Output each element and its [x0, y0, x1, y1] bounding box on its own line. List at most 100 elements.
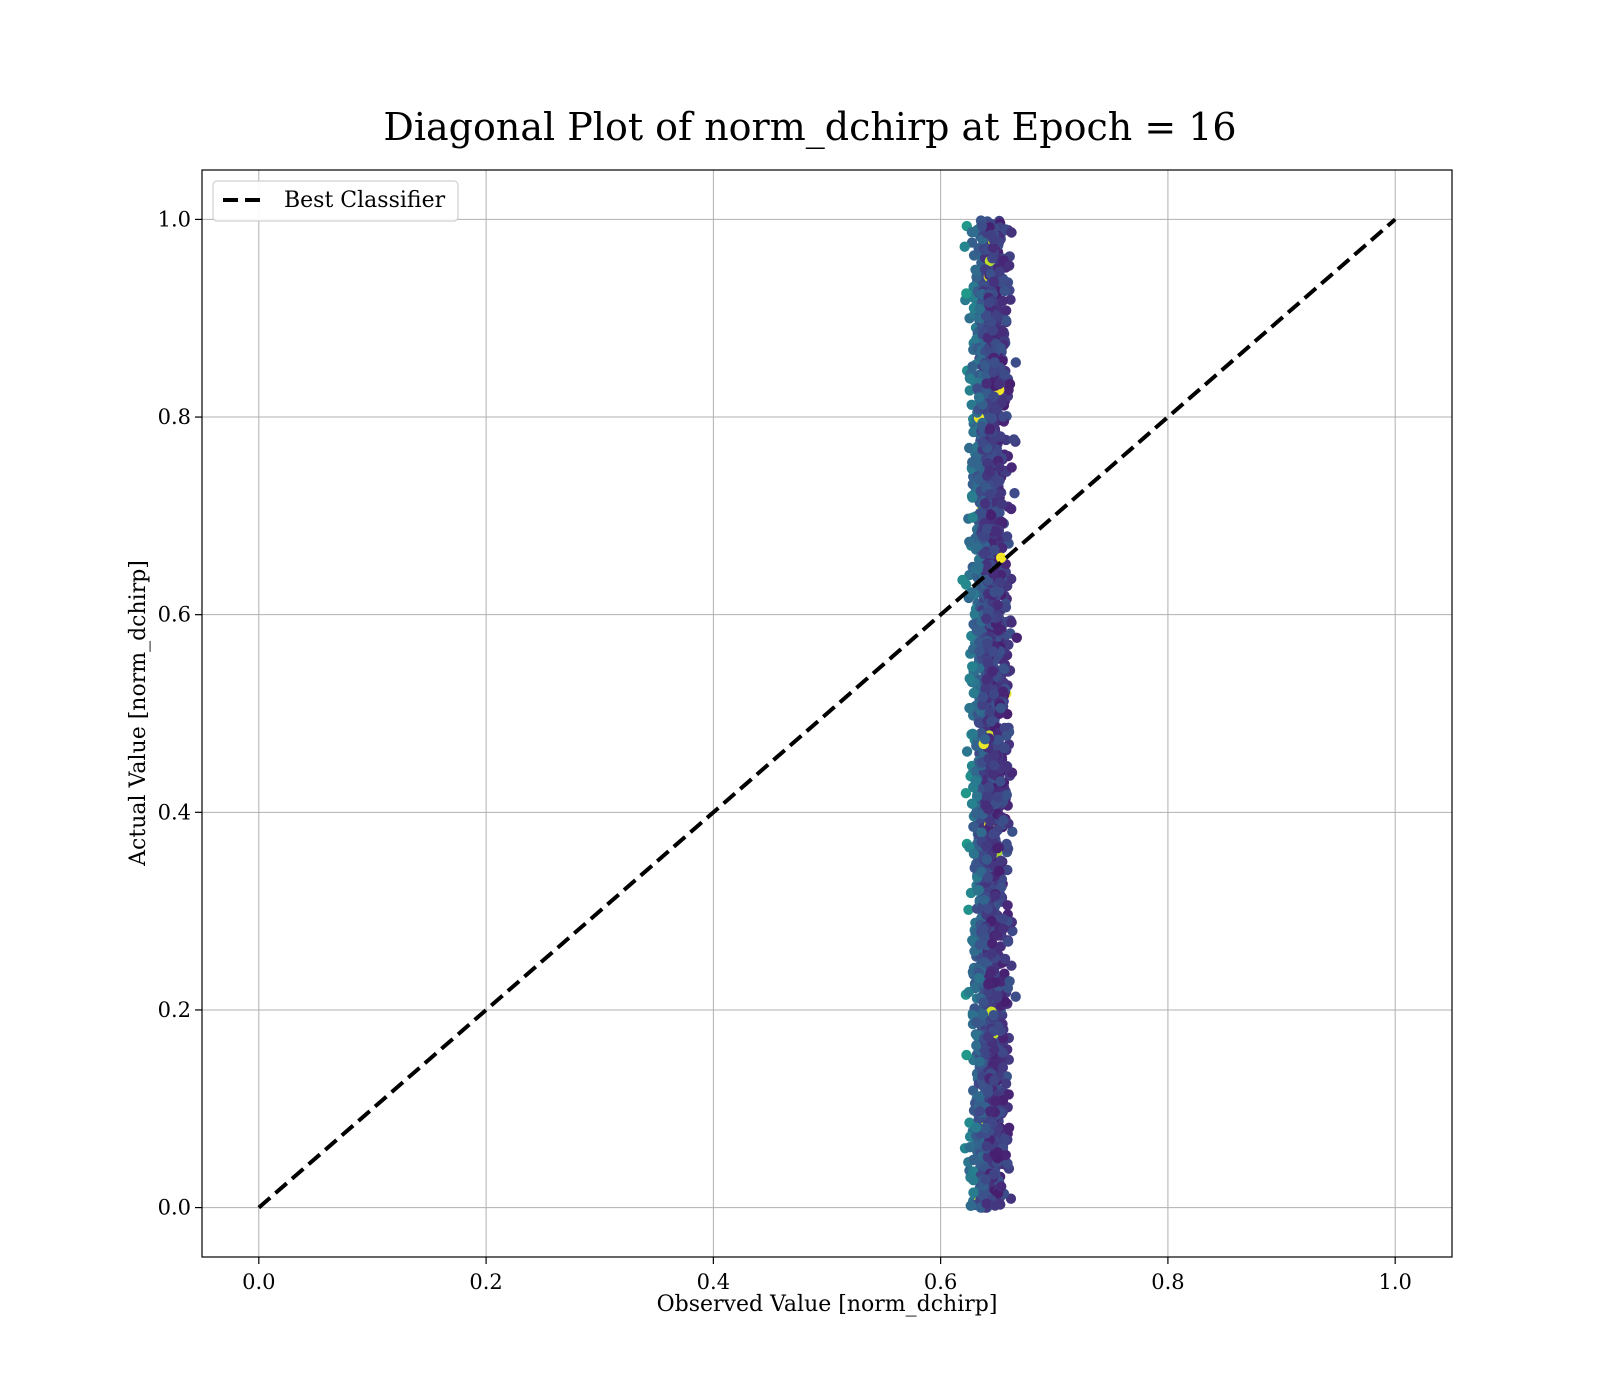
scatter-point	[982, 903, 994, 914]
scatter-point	[963, 986, 975, 998]
scatter-point	[981, 1198, 992, 1210]
scatter-point	[1001, 531, 1013, 542]
scatter-point	[1000, 315, 1012, 326]
y-tick-label: 0.8	[158, 405, 191, 429]
scatter-point	[971, 265, 983, 277]
scatter-point	[979, 894, 990, 906]
scatter-point	[981, 378, 992, 389]
scatter-point	[1002, 900, 1013, 911]
scatter-point	[967, 935, 978, 946]
scatter-point	[987, 242, 999, 253]
scatter-point	[967, 492, 978, 503]
scatter-point	[973, 473, 984, 484]
scatter-point	[995, 431, 1006, 442]
scatter-point	[967, 661, 978, 672]
scatter-point	[977, 437, 988, 448]
scatter-point	[1011, 632, 1022, 643]
chart-title: Diagonal Plot of norm_dchirp at Epoch = …	[383, 105, 1236, 150]
scatter-point	[972, 885, 983, 896]
scatter-point	[964, 1142, 976, 1153]
scatter-point	[996, 326, 1007, 337]
scatter-point	[985, 229, 996, 241]
scatter-point	[1003, 1122, 1015, 1134]
scatter-point	[961, 746, 973, 757]
scatter-point	[999, 742, 1010, 754]
scatter-point	[970, 775, 981, 787]
scatter-point	[992, 734, 1003, 745]
legend-label-best-classifier: Best Classifier	[284, 188, 446, 213]
scatter-point	[990, 1149, 1001, 1160]
scatter-point	[995, 941, 1006, 952]
scatter-point	[976, 827, 987, 838]
scatter-point	[1006, 617, 1017, 628]
scatter-point	[1006, 503, 1017, 515]
scatter-point	[986, 413, 998, 424]
scatter-point	[987, 768, 999, 780]
x-tick-label: 0.0	[242, 1270, 275, 1294]
scatter-point	[995, 776, 1006, 787]
y-tick-label: 0.4	[158, 800, 191, 824]
scatter-point	[974, 939, 986, 950]
scatter-point	[987, 325, 999, 336]
scatter-point	[977, 691, 989, 703]
scatter-point	[996, 881, 1007, 893]
scatter-point	[981, 523, 993, 535]
scatter-point	[1000, 305, 1012, 316]
scatter-point	[996, 277, 1007, 288]
scatter-point	[983, 1031, 994, 1043]
scatter-point	[971, 541, 982, 553]
scatter-point	[982, 457, 993, 469]
scatter-point	[967, 361, 978, 372]
scatter-point	[981, 559, 992, 570]
scatter-point	[992, 599, 1003, 611]
scatter-point	[988, 366, 999, 378]
x-tick-label: 0.8	[1151, 1270, 1184, 1294]
scatter-point	[997, 411, 1009, 422]
scatter-point	[981, 791, 993, 802]
scatter-point	[981, 854, 993, 865]
scatter-point	[985, 1106, 996, 1117]
scatter-point	[990, 890, 1001, 901]
scatter-point	[994, 577, 1006, 588]
scatter-point	[999, 722, 1010, 734]
legend-box	[212, 180, 459, 222]
scatter-point	[999, 996, 1011, 1007]
scatter-point	[966, 798, 978, 809]
scatter-point	[967, 728, 978, 739]
x-axis-ticks: 0.0 0.2 0.4 0.6 0.8 1.0	[242, 1257, 1412, 1294]
scatter-point	[971, 1016, 982, 1028]
scatter-point	[979, 734, 991, 745]
scatter-point	[983, 987, 994, 998]
scatter-point	[979, 360, 991, 371]
legend: Best Classifier	[212, 180, 459, 222]
scatter-point	[1004, 976, 1015, 987]
scatter-point	[993, 865, 1005, 876]
scatter-point	[979, 957, 990, 968]
scatter-point	[967, 457, 978, 468]
scatter-point	[998, 815, 1009, 826]
scatter-point	[996, 552, 1007, 563]
scatter-point	[982, 1087, 994, 1098]
scatter-point	[1001, 762, 1012, 773]
scatter-point	[971, 625, 983, 636]
scatter-point	[959, 241, 970, 252]
scatter-point	[995, 855, 1007, 866]
x-tick-label: 0.2	[469, 1270, 502, 1294]
scatter-point	[985, 510, 997, 521]
scatter-point	[964, 536, 975, 547]
scatter-point	[976, 508, 988, 519]
scatter-point	[997, 923, 1009, 934]
scatter-point	[974, 1106, 985, 1117]
scatter-point	[965, 1200, 976, 1212]
scatter-point	[996, 498, 1008, 510]
scatter-point	[965, 373, 976, 384]
scatter-point	[978, 548, 990, 559]
scatter-point	[963, 904, 974, 915]
scatter-point	[989, 357, 1000, 368]
scatter-point	[968, 687, 979, 699]
scatter-point	[995, 703, 1006, 714]
scatter-point	[973, 972, 985, 984]
scatter-point	[1004, 378, 1016, 390]
scatter-point	[1000, 602, 1012, 613]
